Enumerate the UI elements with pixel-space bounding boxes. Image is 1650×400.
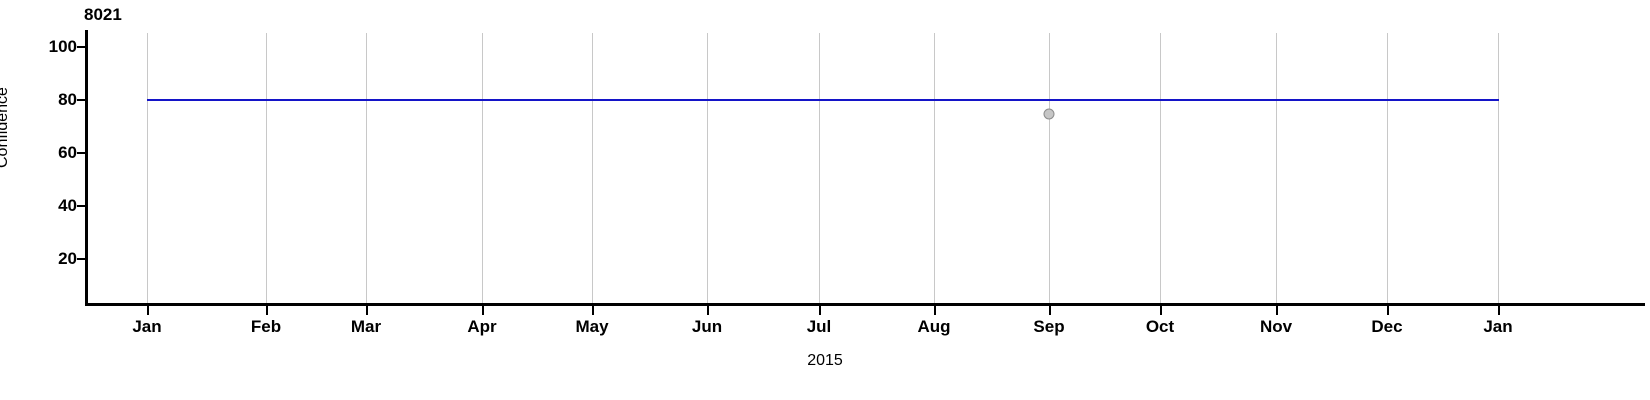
y-tick-mark-60: [77, 152, 85, 154]
x-tick-mark-jul: [819, 306, 821, 315]
x-tick-mark-apr: [482, 306, 484, 315]
x-tick-mark-mar: [366, 306, 368, 315]
gridline-sep: [1049, 33, 1050, 303]
x-tick-label-jan-next: Jan: [1483, 317, 1513, 336]
x-axis-title: 2015: [807, 352, 843, 369]
x-tick-label-mar: Mar: [350, 317, 382, 336]
x-tick-label-oct: Oct: [1145, 317, 1175, 336]
threshold-line-series: [147, 99, 1499, 101]
x-tick-label-jun: Jun: [691, 317, 723, 336]
x-tick-mark-nov: [1276, 306, 1278, 315]
y-axis-spine: [85, 30, 88, 306]
y-tick-mark-40: [77, 205, 85, 207]
gridline-jan: [147, 33, 148, 303]
gridline-aug: [934, 33, 935, 303]
x-tick-mark-jan-next: [1498, 306, 1500, 315]
y-tick-label-60: 60: [58, 143, 77, 162]
y-tick-mark-20: [77, 258, 85, 260]
x-tick-label-jan: Jan: [132, 317, 162, 336]
x-tick-label-jul: Jul: [806, 317, 832, 336]
x-tick-label-sep: Sep: [1033, 317, 1065, 336]
gridline-mar: [366, 33, 367, 303]
x-tick-label-apr: Apr: [467, 317, 497, 336]
x-tick-mark-oct: [1160, 306, 1162, 315]
gridline-jul: [819, 33, 820, 303]
x-tick-label-nov: Nov: [1259, 317, 1293, 336]
x-tick-label-aug: Aug: [917, 317, 951, 336]
y-tick-mark-80: [77, 99, 85, 101]
x-tick-mark-jan: [147, 306, 149, 315]
gridline-may: [592, 33, 593, 303]
chart-title: 8021: [84, 5, 122, 24]
y-tick-label-100: 100: [48, 37, 77, 56]
y-tick-label-40: 40: [58, 196, 77, 215]
x-axis-spine: [85, 303, 1645, 306]
gridline-jun: [707, 33, 708, 303]
x-tick-label-dec: Dec: [1371, 317, 1403, 336]
gridline-nov: [1276, 33, 1277, 303]
x-tick-mark-may: [592, 306, 594, 315]
x-tick-mark-feb: [266, 306, 268, 315]
y-axis-title: Confidence: [0, 87, 11, 168]
x-tick-mark-dec: [1387, 306, 1389, 315]
gridline-oct: [1160, 33, 1161, 303]
y-tick-mark-100: [77, 46, 85, 48]
gridline-apr: [482, 33, 483, 303]
gridline-feb: [266, 33, 267, 303]
data-point-sep[interactable]: [1043, 108, 1055, 120]
y-tick-label-80: 80: [58, 90, 77, 109]
x-tick-mark-sep: [1049, 306, 1051, 315]
x-tick-label-may: May: [575, 317, 609, 336]
gridline-jan-next: [1498, 33, 1499, 303]
x-tick-mark-jun: [707, 306, 709, 315]
y-tick-label-20: 20: [58, 249, 77, 268]
gridline-dec: [1387, 33, 1388, 303]
x-tick-label-feb: Feb: [250, 317, 282, 336]
x-tick-mark-aug: [934, 306, 936, 315]
